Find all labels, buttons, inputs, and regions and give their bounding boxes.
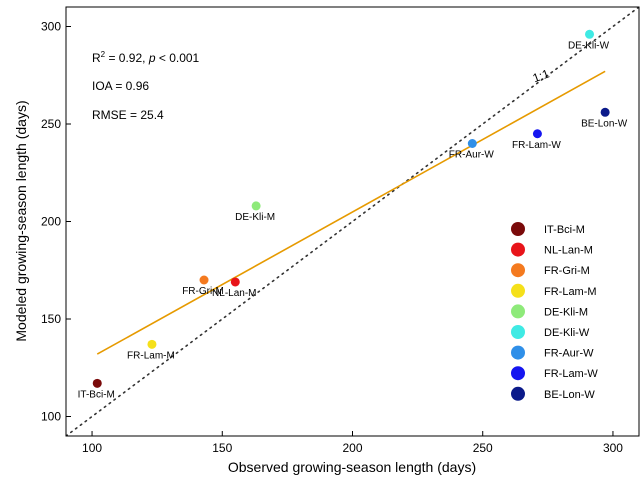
regression-line [96, 70, 606, 355]
legend-marker [511, 242, 525, 257]
data-point [585, 29, 595, 39]
point-label: NL-Lan-M [212, 288, 256, 299]
y-tick-label: 250 [41, 117, 61, 131]
legend-label: FR-Lam-M [544, 286, 597, 298]
legend-label: NL-Lan-M [544, 245, 593, 257]
x-tick-label: 200 [342, 441, 362, 455]
x-tick-label: 100 [82, 441, 102, 455]
one-to-one-label: 1:1 [531, 66, 552, 85]
point-label: FR-Lam-W [512, 140, 561, 151]
legend-marker [511, 263, 525, 278]
x-tick-label: 300 [603, 441, 623, 455]
data-point [230, 277, 240, 287]
data-point [92, 378, 102, 388]
r2-annotation: R2 = 0.92, p < 0.001 [92, 50, 200, 65]
point-label: IT-Bci-M [78, 389, 115, 400]
legend: IT-Bci-M NL-Lan-M FR-Gri-M FR-Lam-M DE-Kli-M… [511, 222, 598, 401]
point-label: FR-Gri-M [182, 286, 224, 297]
legend-marker [511, 345, 525, 360]
legend-label: FR-Gri-M [544, 265, 590, 277]
y-tick-label: 100 [41, 410, 61, 424]
legend-marker [511, 222, 525, 236]
x-axis-label: Observed growing-season length (days) [228, 459, 476, 475]
point-label: FR-Aur-W [449, 150, 495, 161]
legend-marker [511, 366, 525, 381]
legend-marker [511, 283, 525, 298]
y-tick-label: 200 [41, 215, 61, 229]
y-tick-label: 300 [41, 20, 61, 34]
data-point [467, 139, 477, 148]
y-axis-label: Modeled growing-season length (days) [13, 100, 29, 341]
rmse-annotation: RMSE = 25.4 [92, 108, 164, 122]
legend-label: DE-Kli-M [544, 306, 588, 318]
legend-label: DE-Kli-W [544, 327, 590, 339]
y-tick-label: 150 [41, 312, 61, 326]
legend-label: FR-Aur-W [544, 348, 594, 360]
one-to-one-line [66, 7, 639, 436]
legend-marker [511, 304, 525, 319]
x-tick-label: 150 [212, 441, 232, 455]
legend-label: FR-Lam-W [544, 368, 598, 380]
data-point [251, 201, 261, 211]
legend-marker [511, 386, 525, 401]
legend-marker [511, 325, 525, 339]
point-label: FR-Lam-M [127, 350, 175, 361]
x-tick-label: 250 [473, 441, 493, 455]
legend-label: IT-Bci-M [544, 224, 585, 236]
ioa-annotation: IOA = 0.96 [92, 79, 149, 93]
data-point [147, 339, 157, 349]
legend-label: BE-Lon-W [544, 389, 595, 401]
data-point [532, 129, 542, 139]
point-label: DE-Kli-M [235, 212, 275, 223]
point-label: BE-Lon-W [581, 118, 628, 129]
data-point [199, 275, 209, 285]
stats-annotation: R2 = 0.92, p < 0.001 IOA = 0.96 RMSE = 2… [92, 50, 200, 122]
point-label: DE-Kli-W [568, 40, 610, 51]
data-point [600, 107, 610, 117]
